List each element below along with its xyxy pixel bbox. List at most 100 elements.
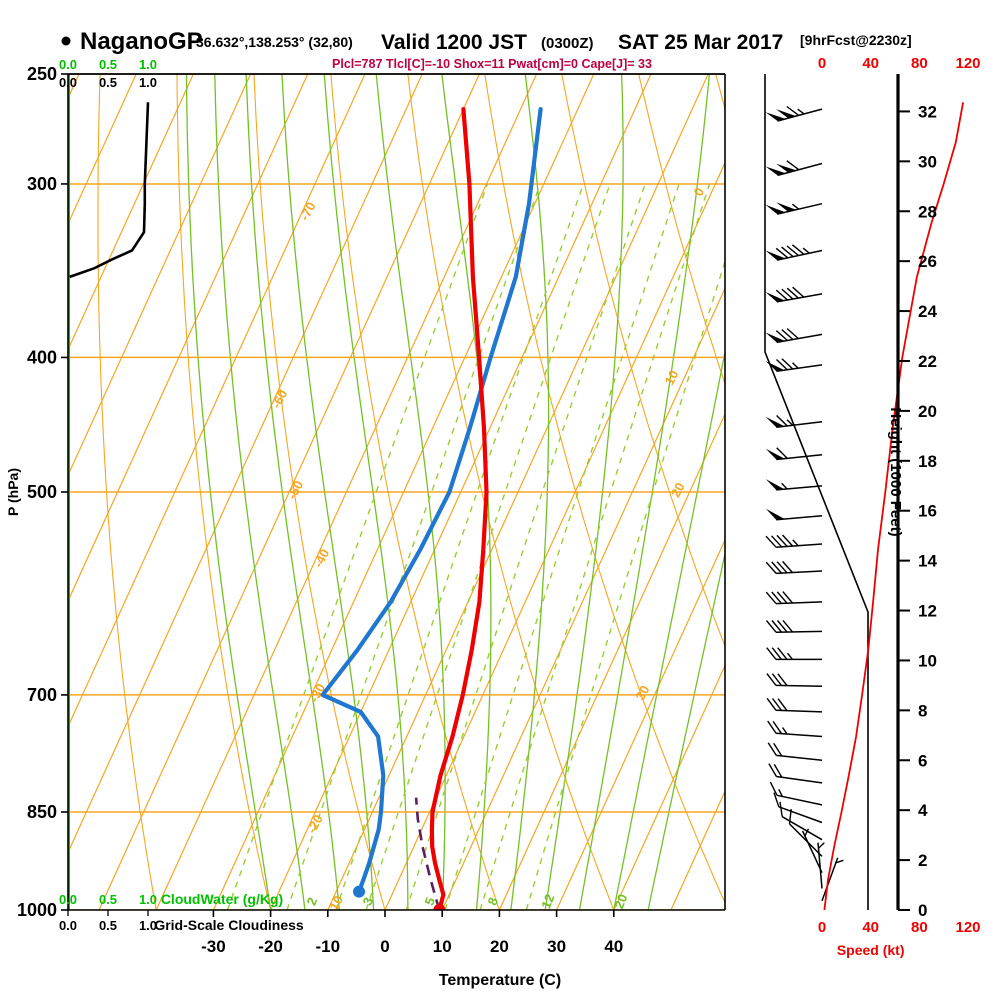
wind-barb-full [781, 329, 794, 341]
wind-barb-full [769, 781, 778, 796]
saturated-adiabat-line [578, 74, 711, 910]
wind-barb [766, 697, 823, 713]
saturated-adiabat-line [214, 74, 306, 910]
cloudiness-tick-label-bottom: 1.0 [139, 918, 157, 933]
station-coords: 36.632°,138.253° (32,80) [196, 34, 353, 50]
wind-speed-curve [823, 102, 964, 911]
temperature-tick-label: 20 [490, 937, 509, 956]
pressure-tick-label: 250 [27, 64, 57, 84]
wind-barb-full [768, 763, 778, 777]
dry-adiabat-line [330, 74, 500, 910]
saturated-adiabat-line [185, 74, 272, 910]
wind-barb-half [782, 727, 788, 735]
saturated-adiabat-line [323, 74, 409, 910]
cloudiness-tick-label-top: 1.0 [139, 75, 157, 90]
wind-barb-full [775, 247, 789, 259]
station-marker-dot [61, 36, 71, 46]
mixing-ratio-line [365, 183, 611, 910]
wind-barb-full [771, 673, 783, 686]
wind-barb [765, 160, 823, 177]
wind-barb-half [797, 108, 805, 115]
wind-barb-full [771, 620, 783, 633]
wind-barb-pennant [765, 361, 785, 372]
height-tick-label: 28 [918, 202, 937, 221]
mixing-ratio-label: 12 [538, 892, 557, 911]
height-tick-label: 6 [918, 751, 927, 770]
isotherm-line [68, 74, 252, 477]
wind-barb [766, 647, 822, 661]
wind-barb [821, 857, 844, 902]
cloudiness-axis-label: Grid-Scale Cloudiness [154, 917, 304, 933]
wind-barb-full [772, 698, 783, 711]
pressure-tick-label: 300 [27, 174, 57, 194]
cloudwater-axis-label: CloudWater (g/Kg) [161, 891, 283, 907]
wind-barb-half [786, 652, 794, 660]
speed-tick-label-top: 120 [955, 55, 980, 72]
wind-barb [765, 479, 823, 491]
pressure-tick-label: 850 [27, 802, 57, 822]
wind-barb-full [772, 721, 783, 735]
pressure-tick-label: 400 [27, 347, 57, 367]
sounding-indices: Plcl=787 Tlcl[C]=-10 Shox=11 Pwat[cm]=0 … [332, 57, 652, 71]
wind-barb-half [818, 842, 825, 849]
wind-barb-full [777, 698, 788, 712]
dry-adiabat-line [97, 74, 157, 910]
height-tick-label: 26 [918, 252, 937, 271]
sounding-curves [68, 74, 543, 910]
wind-barb-full [779, 801, 783, 817]
dry-adiabat-line [638, 74, 725, 386]
isotherm-label: 20 [668, 480, 688, 500]
saturated-adiabat-line [544, 74, 624, 910]
wind-barb-pennant [776, 109, 797, 119]
dry-adiabat-line [484, 74, 725, 905]
wind-barb [765, 202, 823, 215]
saturated-adiabat-line [281, 74, 375, 910]
wind-barb-full [786, 328, 799, 340]
saturated-adiabat-line [245, 74, 340, 910]
wind-barb [765, 415, 823, 429]
wind-barb-full [770, 535, 783, 548]
cloudwater-tick-label-bottom: 1.0 [139, 892, 157, 907]
wind-barb [788, 809, 823, 857]
mixing-ratio-label: 20 [611, 892, 630, 911]
wind-barb-full [766, 647, 777, 660]
wind-barb-half [835, 859, 844, 864]
saturated-adiabat-line [375, 74, 446, 910]
wind-barb [765, 560, 823, 575]
wind-barb-full [776, 561, 788, 574]
speed-tick-label-bottom: 80 [911, 919, 928, 936]
wind-barb-full [765, 591, 777, 605]
dry-adiabat-line [407, 74, 615, 910]
wind-barb-pennant [765, 250, 786, 261]
wind-barb-half [791, 203, 800, 210]
wind-barb-half [792, 539, 799, 547]
temperature-tick-label: 40 [604, 937, 623, 956]
pressure-tick-label: 1000 [17, 900, 57, 920]
wind-barb-full [781, 288, 794, 300]
temperature-tick-label: 30 [547, 937, 566, 956]
speed-tick-label-bottom: 0 [818, 919, 826, 936]
dewpoint-surface-marker [353, 885, 366, 898]
wind-panel-outline-left [764, 74, 869, 910]
wind-barb-full [781, 534, 794, 547]
wind-barb-full [781, 246, 794, 258]
valid-time: Valid 1200 JST [381, 31, 527, 54]
wind-barb-full [765, 561, 777, 574]
speed-axis-label: Speed (kt) [837, 942, 905, 958]
isotherm-label: -10 [324, 893, 346, 917]
cloudiness-tick-label-bottom: 0.0 [59, 918, 77, 933]
dewpoint-curve [320, 107, 543, 894]
valid-time-z: (0300Z) [541, 35, 594, 52]
isotherm-label: 10 [662, 368, 682, 388]
wind-barb-full [792, 286, 805, 298]
mixing-ratio-line [405, 183, 646, 910]
temperature-axis-label: Temperature (C) [439, 972, 561, 989]
height-tick-label: 22 [918, 352, 937, 371]
cloudwater-tick-label-bottom: 0.0 [59, 892, 77, 907]
pressure-tick-label: 500 [27, 482, 57, 502]
pressure-axis: 250 300 400 500 700 850 1000 P (hPa) [5, 64, 68, 920]
wind-barb [801, 828, 823, 874]
